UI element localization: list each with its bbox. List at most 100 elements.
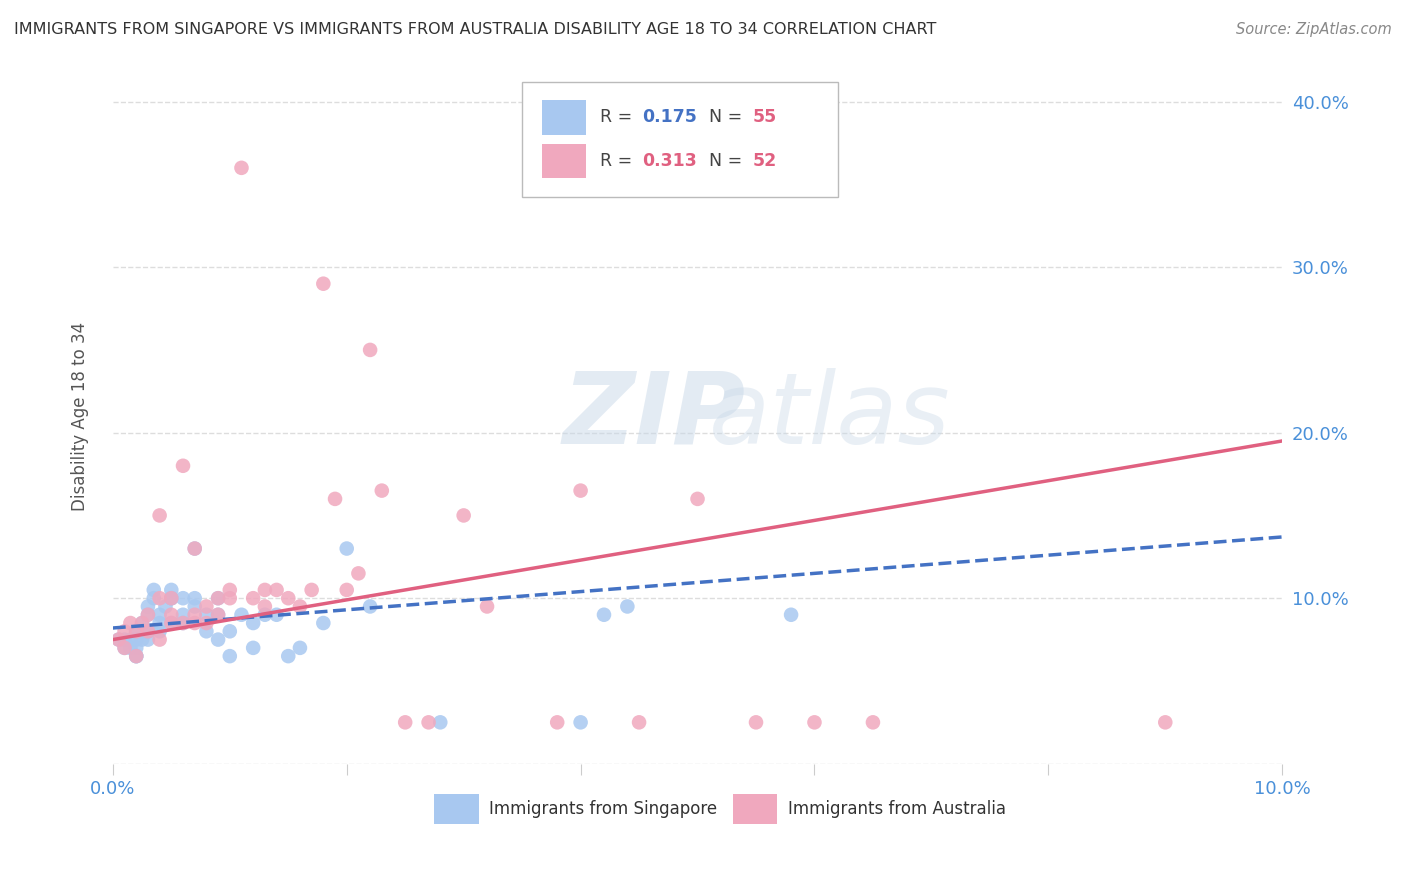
Point	[475, 599, 498, 614]
Point	[114, 640, 136, 655]
Point	[195, 624, 218, 639]
Point	[172, 591, 194, 606]
Point	[266, 582, 288, 597]
Point	[125, 632, 148, 647]
Point	[183, 607, 205, 622]
Point	[1154, 715, 1177, 730]
Point	[686, 491, 709, 506]
Point	[136, 599, 159, 614]
Point	[453, 508, 475, 523]
Point	[160, 591, 183, 606]
Point	[160, 591, 183, 606]
Point	[242, 640, 264, 655]
Point	[312, 615, 335, 630]
Point	[277, 591, 299, 606]
Point	[125, 640, 148, 655]
Point	[231, 161, 253, 175]
Point	[114, 624, 136, 639]
Text: R =: R =	[600, 108, 638, 126]
Point	[429, 715, 451, 730]
Point	[242, 615, 264, 630]
Text: R =: R =	[600, 152, 638, 170]
Point	[183, 615, 205, 630]
Point	[136, 607, 159, 622]
Point	[149, 615, 172, 630]
Point	[218, 582, 240, 597]
Text: ZIP: ZIP	[562, 368, 747, 465]
Text: IMMIGRANTS FROM SINGAPORE VS IMMIGRANTS FROM AUSTRALIA DISABILITY AGE 18 TO 34 C: IMMIGRANTS FROM SINGAPORE VS IMMIGRANTS …	[14, 22, 936, 37]
Point	[336, 582, 359, 597]
Point	[371, 483, 394, 498]
FancyBboxPatch shape	[541, 100, 586, 135]
Point	[745, 715, 768, 730]
Text: 55: 55	[752, 108, 776, 126]
Point	[253, 599, 276, 614]
FancyBboxPatch shape	[434, 794, 479, 824]
Point	[125, 649, 148, 664]
Point	[160, 591, 183, 606]
Point	[231, 607, 253, 622]
Point	[149, 632, 172, 647]
Point	[569, 715, 592, 730]
Point	[131, 632, 153, 647]
Point	[155, 599, 177, 614]
Point	[253, 582, 276, 597]
Point	[242, 591, 264, 606]
Point	[301, 582, 323, 597]
Point	[149, 624, 172, 639]
Point	[160, 582, 183, 597]
Point	[142, 582, 165, 597]
Point	[172, 607, 194, 622]
Point	[218, 591, 240, 606]
Point	[136, 624, 159, 639]
Point	[336, 541, 359, 556]
Point	[114, 640, 136, 655]
Text: atlas: atlas	[709, 368, 950, 465]
Point	[288, 640, 311, 655]
Point	[195, 615, 218, 630]
Point	[207, 607, 229, 622]
Point	[149, 591, 172, 606]
Point	[114, 632, 136, 647]
Point	[207, 591, 229, 606]
Point	[160, 607, 183, 622]
Point	[172, 615, 194, 630]
Point	[136, 632, 159, 647]
Point	[207, 632, 229, 647]
Point	[120, 615, 142, 630]
Point	[183, 591, 205, 606]
Point	[136, 624, 159, 639]
Point	[277, 649, 299, 664]
Point	[569, 483, 592, 498]
Point	[107, 632, 129, 647]
FancyBboxPatch shape	[733, 794, 778, 824]
Point	[207, 591, 229, 606]
Point	[125, 649, 148, 664]
Point	[207, 607, 229, 622]
Point	[160, 615, 183, 630]
Point	[347, 566, 370, 581]
Point	[359, 599, 381, 614]
Point	[183, 541, 205, 556]
Point	[546, 715, 568, 730]
Text: Source: ZipAtlas.com: Source: ZipAtlas.com	[1236, 22, 1392, 37]
Text: N =: N =	[709, 108, 748, 126]
Point	[253, 607, 276, 622]
FancyBboxPatch shape	[522, 82, 838, 197]
Text: 52: 52	[752, 152, 776, 170]
Point	[131, 615, 153, 630]
Point	[136, 607, 159, 622]
Point	[593, 607, 616, 622]
Point	[172, 458, 194, 473]
Point	[125, 624, 148, 639]
Point	[136, 624, 159, 639]
Point	[312, 277, 335, 291]
Point	[359, 343, 381, 357]
Point	[288, 599, 311, 614]
Point	[183, 541, 205, 556]
Point	[195, 607, 218, 622]
Point	[616, 599, 638, 614]
Point	[780, 607, 803, 622]
Point	[149, 607, 172, 622]
Point	[125, 624, 148, 639]
